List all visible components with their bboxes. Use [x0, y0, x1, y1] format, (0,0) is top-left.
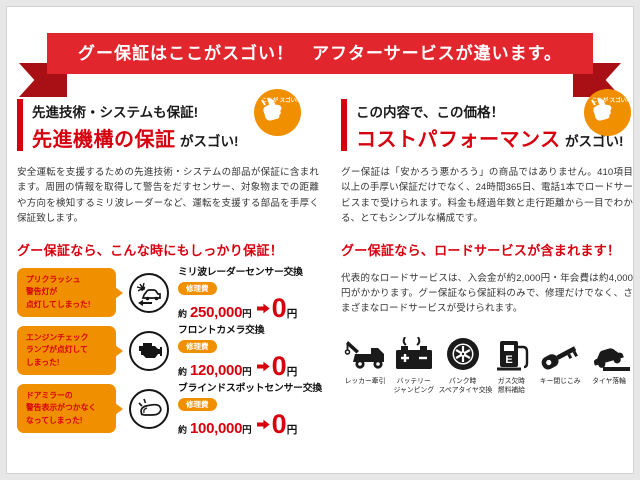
- svg-text:E: E: [506, 354, 513, 366]
- left-title-accent: 先進機構の保証: [32, 129, 176, 151]
- case-bubble: プリクラッシュ 警告灯が 点灯してしまった!: [17, 267, 123, 318]
- right-column: この内容で、この価格！ コストパフォーマンス がスゴい! ここが スゴい!: [341, 89, 633, 395]
- thumb-hand-icon: [261, 97, 282, 121]
- tire-icon: [439, 335, 487, 371]
- service-label: バッテリー ジャンピング: [393, 377, 435, 394]
- badge-text: ここが スゴい!: [261, 98, 298, 104]
- service-label: キー閉じこみ: [539, 377, 581, 385]
- service-battery: バッテリー ジャンピング: [390, 335, 438, 395]
- case-bubble: ドアミラーの 警告表示がつかなく なってしまった!: [17, 383, 123, 434]
- case-row-front-camera: エンジンチェック ランプが点灯して しまった! フロントカメラ交換 修理費 約 …: [17, 325, 319, 380]
- car-off-edge-icon: [585, 335, 633, 371]
- banner-title: グー保証はここがスゴい！ アフターサービスが違います。: [47, 33, 593, 74]
- red-bar: [341, 99, 347, 151]
- left-header: 先進技術・システムも保証! 先進機構の保証 がスゴい! ここが スゴい!: [17, 89, 319, 153]
- case-title: ミリ波レーダーセンサー交換: [178, 267, 303, 278]
- price-after: 0: [271, 293, 287, 323]
- case-title: フロントカメラ交換: [178, 325, 265, 336]
- price-before: 100,000: [190, 420, 243, 437]
- price-before: 120,000: [190, 362, 243, 379]
- price-before: 250,000: [190, 304, 243, 321]
- left-subheader: グー保証なら、こんな時にもしっかり保証！: [17, 242, 284, 258]
- left-title-rest: がスゴい!: [179, 134, 239, 149]
- service-label: レッカー牽引: [344, 377, 386, 385]
- right-title-rest: がスゴい!: [565, 134, 624, 149]
- thumb-hand-icon: [591, 97, 612, 121]
- service-label: パンク時 スペアタイヤ交換: [438, 377, 493, 394]
- flyer-card: グー保証はここがスゴい！ アフターサービスが違います。 先進技術・システムも保証…: [6, 6, 634, 474]
- service-fuel: E ガス欠時 燃料補給: [487, 335, 535, 395]
- repair-cost-pill: 修理費: [178, 340, 217, 353]
- service-spare-tire: パンク時 スペアタイヤ交換: [438, 335, 493, 395]
- left-paragraph: 安全運転を支援するための先進技術・システムの部品が保証に含まれます。周囲の情報を…: [17, 167, 319, 225]
- case-row-blind-spot: ドアミラーの 警告表示がつかなく なってしまった! ブラインドスポットセンサー交…: [17, 383, 322, 438]
- price-line: 約 250,000 円 0 円: [178, 293, 298, 323]
- case-row-millimeter-radar: プリクラッシュ 警告灯が 点灯してしまった! ミリ波レーダーセンサー交換 修理費…: [17, 267, 319, 322]
- pre-crash-car-icon: [129, 272, 169, 313]
- price-after: 0: [271, 351, 287, 381]
- price-after: 0: [271, 409, 287, 439]
- service-key-lockout: キー閉じこみ: [536, 335, 584, 395]
- case-bubble: エンジンチェック ランプが点灯して しまった!: [17, 325, 123, 376]
- right-title: コストパフォーマンス がスゴい!: [356, 123, 624, 152]
- left-column: 先進技術・システムも保証! 先進機構の保証 がスゴい! ここが スゴい!: [17, 89, 322, 438]
- sugoi-badge: ここが スゴい!: [254, 89, 301, 136]
- right-arrow-icon: [256, 419, 270, 430]
- right-catch: この内容で、この価格！: [356, 105, 504, 120]
- battery-icon: [390, 335, 438, 371]
- right-subheader: グー保証なら、ロードサービスが含まれます！: [341, 242, 621, 258]
- engine-check-icon: [129, 330, 169, 371]
- service-label: タイヤ落輪: [592, 377, 626, 385]
- right-paragraph-2: 代表的なロードサービスは、入会金が約2,000円・年会費は約4,000円がかかり…: [341, 272, 633, 315]
- service-tire-drop: タイヤ落輪: [585, 335, 633, 395]
- tow-truck-icon: [341, 335, 389, 371]
- repair-cost-pill: 修理費: [178, 282, 217, 295]
- badge-text: ここが スゴい!: [591, 98, 628, 104]
- right-arrow-icon: [256, 361, 270, 372]
- road-services: レッカー牽引 バッテリー: [341, 335, 633, 395]
- service-tow: レッカー牽引: [341, 335, 389, 395]
- red-bar: [17, 99, 23, 151]
- service-label: ガス欠時 燃料補給: [497, 377, 525, 394]
- fuel-pump-icon: E: [487, 335, 535, 371]
- door-mirror-icon: [129, 388, 169, 429]
- right-title-accent: コストパフォーマンス: [356, 129, 561, 151]
- right-header: この内容で、この価格！ コストパフォーマンス がスゴい! ここが スゴい!: [341, 89, 633, 153]
- sugoi-badge: ここが スゴい!: [584, 89, 631, 136]
- repair-cost-pill: 修理費: [178, 398, 217, 411]
- ribbon-banner: グー保証はここがスゴい！ アフターサービスが違います。: [7, 27, 633, 97]
- price-line: 約 100,000 円 0 円: [178, 409, 298, 439]
- case-title: ブラインドスポットセンサー交換: [178, 383, 322, 394]
- right-arrow-icon: [256, 303, 270, 314]
- right-paragraph-1: グー保証は「安かろう悪かろう」の商品ではありません。410項目以上の手厚い保証だ…: [341, 167, 633, 225]
- price-line: 約 120,000 円 0 円: [178, 351, 298, 381]
- left-title: 先進機構の保証 がスゴい!: [32, 123, 238, 152]
- left-catch: 先進技術・システムも保証!: [32, 105, 199, 120]
- car-key-icon: [536, 335, 584, 371]
